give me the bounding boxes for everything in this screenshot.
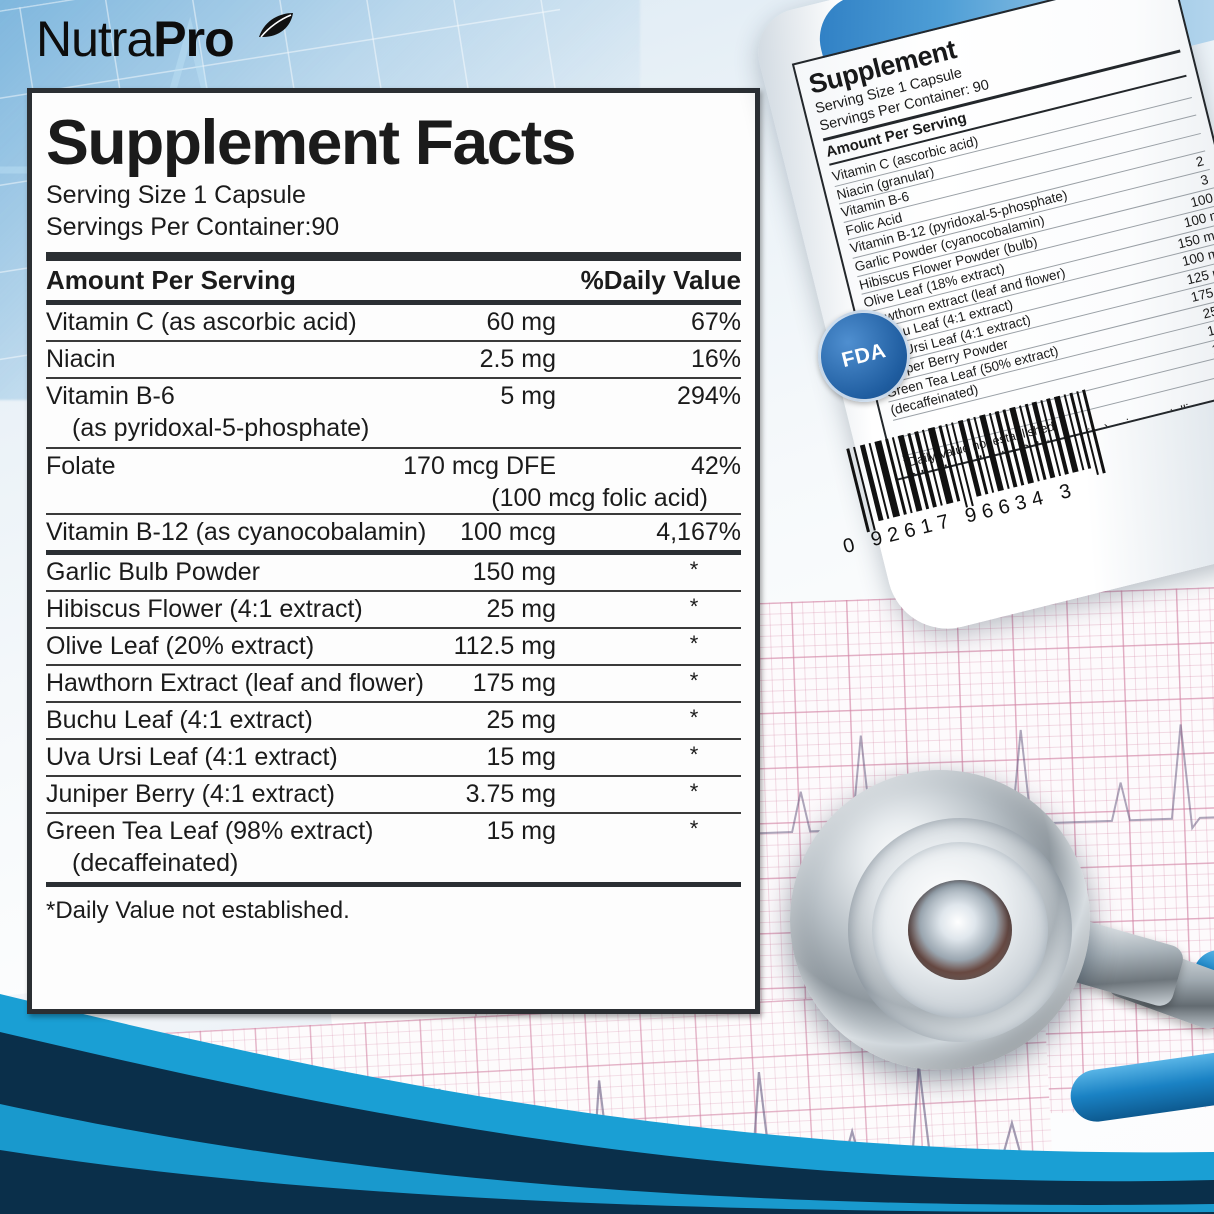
ingredient-amount: 112.5 mg xyxy=(453,631,556,660)
stethoscope-tube-lower xyxy=(1067,1047,1214,1125)
brand-name-light: Nutra xyxy=(36,11,154,67)
ingredient-amount: 175 mg xyxy=(472,668,556,697)
ingredient-name: Uva Ursi Leaf (4:1 extract) xyxy=(46,742,338,771)
ingredient-daily-value: 42% xyxy=(690,452,741,480)
ingredient-daily-value: 67% xyxy=(690,308,741,337)
panel-footnote: *Daily Value not established. xyxy=(46,896,350,924)
ingredient-name: Hawthorn Extract (leaf and flower) xyxy=(46,668,424,697)
row-divider xyxy=(46,589,741,592)
ingredient-daily-value: * xyxy=(689,815,699,841)
ingredient-daily-value: * xyxy=(689,556,699,582)
stethoscope-chestpiece xyxy=(790,770,1090,1070)
fda-badge-text: FDA xyxy=(839,338,889,373)
row-divider xyxy=(46,377,741,380)
ingredient-amount: 15 mg xyxy=(486,816,556,845)
table-row: Hibiscus Flower (4:1 extract) 25 mg * xyxy=(46,592,741,627)
ingredient-name: Green Tea Leaf (98% extract) xyxy=(46,816,374,845)
table-row: Olive Leaf (20% extract) 112.5 mg * xyxy=(46,629,741,664)
table-row: Vitamin C (as ascorbic acid) 60 mg 67% xyxy=(46,305,741,340)
ingredient-name: Buchu Leaf (4:1 extract) xyxy=(46,705,313,734)
ingredient-daily-value: * xyxy=(689,667,699,693)
row-divider xyxy=(46,700,741,703)
table-row: Uva Ursi Leaf (4:1 extract) 15 mg * xyxy=(46,740,741,775)
ingredient-name: Vitamin B-12 (as cyanocobalamin) xyxy=(46,517,427,546)
table-row: Folate 170 mcg DFE 42% xyxy=(46,449,741,484)
table-row: Juniper Berry (4:1 extract) 3.75 mg * xyxy=(46,777,741,812)
ingredient-name: Hibiscus Flower (4:1 extract) xyxy=(46,594,363,623)
divider-med-mid xyxy=(46,549,741,555)
ingredient-daily-value: * xyxy=(689,704,699,730)
table-row: Niacin 2.5 mg 16% xyxy=(46,342,741,377)
brand-logo: NutraPro xyxy=(36,11,293,67)
table-row: Vitamin B-12 (as cyanocobalamin) 100 mcg 4… xyxy=(46,515,741,550)
stethoscope-center xyxy=(908,880,1012,980)
ingredient-amount: 3.75 mg xyxy=(465,779,556,808)
ingredient-amount: 25 mg xyxy=(486,594,556,623)
ingredient-amount: 25 mg xyxy=(486,705,556,734)
ingredient-subtext: (100 mcg folic acid) xyxy=(491,484,708,512)
stethoscope xyxy=(770,760,1214,1160)
table-row: Hawthorn Extract (leaf and flower) 175 mg… xyxy=(46,666,741,701)
bottle-ingredient-amount: 3 xyxy=(1198,171,1210,189)
ingredient-amount: 15 mg xyxy=(486,742,556,771)
herbal-rows: Garlic Bulb Powder 150 mg * Hibiscus Flower… xyxy=(46,555,741,882)
supplement-facts-panel: Supplement Facts Serving Size 1 Capsule … xyxy=(27,88,760,1014)
divider-med-bottom xyxy=(46,881,741,887)
row-divider xyxy=(46,447,741,449)
panel-title: Supplement Facts xyxy=(46,108,577,178)
table-header-row: Amount Per Serving %Daily Value xyxy=(46,261,741,300)
table-row: Green Tea Leaf (98% extract) 15 mg * xyxy=(46,814,741,849)
ingredient-name: Niacin xyxy=(46,345,116,374)
ingredient-daily-value: 294% xyxy=(677,382,741,411)
barcode-icon xyxy=(846,389,1106,533)
row-divider xyxy=(46,512,741,515)
serving-size: Serving Size 1 Capsule xyxy=(46,181,306,210)
bottle-ingredient-amount: 2 xyxy=(1194,153,1206,171)
brand-name-bold: Pro xyxy=(153,11,234,67)
divider-thick-top xyxy=(46,252,741,262)
row-divider xyxy=(46,340,741,343)
ingredient-name: Juniper Berry (4:1 extract) xyxy=(46,779,335,808)
row-divider xyxy=(46,811,741,814)
ingredient-amount: 150 mg xyxy=(472,557,556,586)
divider-med-header xyxy=(46,300,741,306)
ingredient-daily-value: 4,167% xyxy=(656,517,741,546)
row-divider xyxy=(46,737,741,740)
amount-per-serving-header: Amount Per Serving xyxy=(46,265,296,296)
ingredient-amount: 2.5 mg xyxy=(479,345,556,374)
swoosh-ribbons xyxy=(0,994,1214,1214)
ingredient-amount: 170 mcg DFE xyxy=(403,452,556,480)
ingredient-name: Folate xyxy=(46,452,116,480)
ingredient-name: Vitamin C (as ascorbic acid) xyxy=(46,308,357,337)
ingredient-daily-value: * xyxy=(689,778,699,804)
table-row: Buchu Leaf (4:1 extract) 25 mg * xyxy=(46,703,741,738)
ingredient-daily-value: 16% xyxy=(690,345,741,374)
ingredient-name: Vitamin B-6 xyxy=(46,382,175,411)
row-divider xyxy=(46,774,741,777)
leaf-icon xyxy=(259,13,293,38)
ingredient-amount: 60 mg xyxy=(486,308,556,337)
ingredient-amount: 100 mcg xyxy=(460,517,556,546)
ingredient-daily-value: * xyxy=(689,630,699,656)
ingredient-subtext: (as pyridoxal-5-phosphate) xyxy=(72,414,370,443)
daily-value-header: %Daily Value xyxy=(580,265,741,296)
ingredient-name: Garlic Bulb Powder xyxy=(46,557,260,586)
product-bottle: Supplement Serving Size 1 Capsule Servin… xyxy=(748,0,1214,642)
row-divider xyxy=(46,663,741,666)
ingredient-daily-value: * xyxy=(689,741,699,767)
ingredient-amount: 5 mg xyxy=(500,382,556,411)
table-row: Garlic Bulb Powder 150 mg * xyxy=(46,555,741,590)
bottle-ingredient-name xyxy=(893,421,900,436)
ingredient-subtext: (decaffeinated) xyxy=(72,848,239,877)
row-divider xyxy=(46,626,741,629)
ingredient-name: Olive Leaf (20% extract) xyxy=(46,631,315,660)
table-row: Vitamin B-6 5 mg 294% xyxy=(46,379,741,414)
vitamin-rows: Vitamin C (as ascorbic acid) 60 mg 67% Niac… xyxy=(46,305,741,550)
servings-per-container: Servings Per Container:90 xyxy=(46,213,340,242)
ingredient-daily-value: * xyxy=(689,593,699,619)
